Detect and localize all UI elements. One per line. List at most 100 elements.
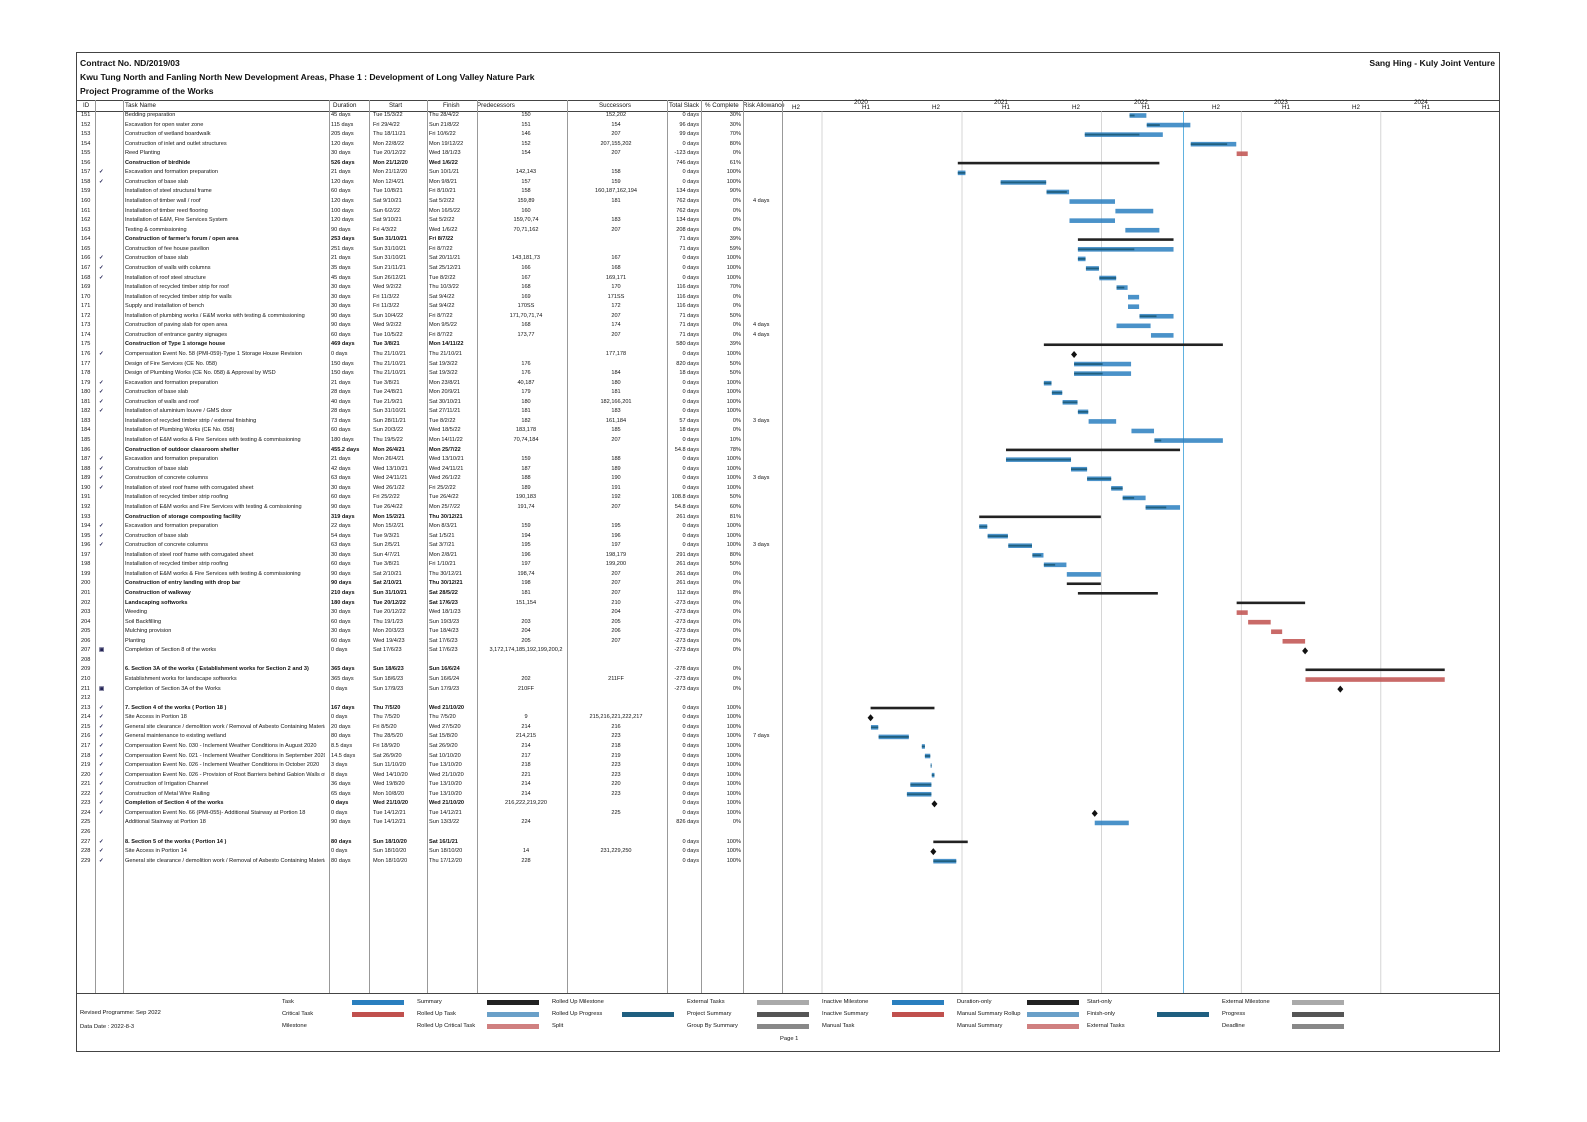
table-row[interactable]: 223 ✓ Completion of Section 4 of the works…	[77, 799, 782, 808]
table-row[interactable]: 190 ✓ Installation of steel roof frame wi…	[77, 484, 782, 493]
table-row[interactable]: 214 ✓ Site Access in Portion 18 0 days Thu …	[77, 713, 782, 722]
table-row[interactable]: 205 Mulching provision 30 days Mon 20/3/23…	[77, 627, 782, 636]
cell-fin: Tue 26/4/22	[429, 494, 459, 501]
col-start[interactable]: Start	[389, 102, 403, 109]
table-row[interactable]: 167 ✓ Construction of walls with columns 3…	[77, 264, 782, 273]
table-row[interactable]: 183 Installation of recycled timber stri…	[77, 417, 782, 426]
table-row[interactable]: 209 6. Section 3A of the works ( Establis…	[77, 665, 782, 674]
table-row[interactable]: 160 Installation of timber wall / roof 12…	[77, 197, 782, 206]
table-row[interactable]: 176 ✓ Compensation Event No. 58 (PMI-059)…	[77, 350, 782, 359]
cell-name: Installation of aluminium louvre / GMS d…	[125, 408, 232, 415]
table-row[interactable]: 212	[77, 694, 782, 703]
table-row[interactable]: 161 Installation of timber reed flooring…	[77, 207, 782, 216]
table-row[interactable]: 168 ✓ Installation of roof steel structur…	[77, 274, 782, 283]
table-row[interactable]: 185 Installation of E&M works & Fire Ser…	[77, 436, 782, 445]
table-row[interactable]: 172 Installation of plumbing works / E&M…	[77, 312, 782, 321]
table-row[interactable]: 175 Construction of Type 1 storage house 4…	[77, 340, 782, 349]
table-row[interactable]: 188 ✓ Construction of base slab 42 days Wed…	[77, 465, 782, 474]
table-row[interactable]: 189 ✓ Construction of concrete columns 63 …	[77, 474, 782, 483]
table-row[interactable]: 202 Landscaping softworks 180 days Tue 20/1…	[77, 599, 782, 608]
table-row[interactable]: 210 Establishment works for landscape so…	[77, 675, 782, 684]
col-id[interactable]: ID	[83, 102, 90, 109]
table-row[interactable]: 154 Construction of inlet and outlet str…	[77, 140, 782, 149]
table-row[interactable]: 196 ✓ Construction of concrete columns 63 …	[77, 541, 782, 550]
table-row[interactable]: 220 ✓ Compensation Event No. 026 - Provis…	[77, 771, 782, 780]
table-row[interactable]: 204 Soil Backfilling 60 days Thu 19/1/23 Su…	[77, 618, 782, 627]
col-task-name[interactable]: Task Name	[125, 102, 156, 109]
table-row[interactable]: 182 ✓ Installation of aluminium louvre / …	[77, 407, 782, 416]
table-row[interactable]: 208	[77, 656, 782, 665]
table-row[interactable]: 162 Installation of E&M, Fire Services S…	[77, 216, 782, 225]
col-finish[interactable]: Finish	[443, 102, 460, 109]
table-row[interactable]: 155 Reed Planting 30 days Tue 20/12/22 Wed …	[77, 149, 782, 158]
table-row[interactable]: 193 Construction of storage composting fa…	[77, 513, 782, 522]
table-row[interactable]: 226	[77, 828, 782, 837]
table-row[interactable]: 225 Additional Stairway at Portion 18 90 d…	[77, 818, 782, 827]
table-row[interactable]: 224 ✓ Compensation Event No. 66 (PMI-055)-…	[77, 809, 782, 818]
table-row[interactable]: 165 Construction of fee house pavilion 25…	[77, 245, 782, 254]
col-risk-allowance[interactable]: Risk Allowance	[743, 102, 785, 109]
table-row[interactable]: 192 Installation of E&M works and Fire S…	[77, 503, 782, 512]
table-row[interactable]: 203 Weeding 30 days Tue 20/12/22 Wed 18/1/2…	[77, 608, 782, 617]
cell-fin: Mon 9/8/21	[429, 178, 457, 185]
progress-bar	[979, 525, 988, 528]
cell-fin: Thu 21/10/21	[429, 351, 462, 357]
table-row[interactable]: 194 ✓ Excavation and formation preparatio…	[77, 522, 782, 531]
col-predecessors[interactable]: Predecessors	[477, 102, 515, 109]
table-row[interactable]: 213 ✓ 7. Section 4 of the works ( Portion …	[77, 704, 782, 713]
table-row[interactable]: 215 ✓ General site clearance / demolition…	[77, 723, 782, 732]
cell-dur: 30 days	[331, 293, 351, 300]
col-total-slack[interactable]: Total Slack	[669, 102, 699, 109]
cell-chk: ✓	[99, 264, 104, 271]
table-row[interactable]: 206 Planting 60 days Wed 19/4/23 Sat 17/6/2…	[77, 637, 782, 646]
table-row[interactable]: 170 Installation of recycled timber stri…	[77, 293, 782, 302]
table-row[interactable]: 179 ✓ Excavation and formation preparatio…	[77, 379, 782, 388]
table-row[interactable]: 180 ✓ Construction of base slab 28 days Tue…	[77, 388, 782, 397]
table-row[interactable]: 221 ✓ Construction of Irrigation Channel 3…	[77, 780, 782, 789]
table-row[interactable]: 199 Installation of E&M works & Fire Ser…	[77, 570, 782, 579]
table-row[interactable]: 217 ✓ Compensation Event No. 030 - Inclem…	[77, 742, 782, 751]
table-row[interactable]: 164 Construction of farmer's forum / open…	[77, 235, 782, 244]
table-row[interactable]: 151 Bedding preparation 45 days Tue 15/3/2…	[77, 111, 782, 120]
table-row[interactable]: 158 ✓ Construction of base slab 120 days Mo…	[77, 178, 782, 187]
col-percent-complete[interactable]: % Complete	[705, 102, 739, 109]
table-row[interactable]: 169 Installation of recycled timber stri…	[77, 283, 782, 292]
table-row[interactable]: 198 Installation of recycled timber stri…	[77, 560, 782, 569]
table-row[interactable]: 200 Construction of entry landing with dr…	[77, 579, 782, 588]
table-row[interactable]: 222 ✓ Construction of Metal Wire Railing 6…	[77, 790, 782, 799]
table-row[interactable]: 171 Supply and installation of bench 30 d…	[77, 302, 782, 311]
cell-fin: Sat 27/11/21	[429, 408, 461, 415]
table-row[interactable]: 227 ✓ 8. Section 5 of the works ( Portion …	[77, 838, 782, 847]
table-row[interactable]: 159 Installation of steel structural fra…	[77, 187, 782, 196]
table-row[interactable]: 153 Construction of wetland boardwalk 205…	[77, 130, 782, 139]
table-row[interactable]: 152 Excavation for open water zone 115 da…	[77, 121, 782, 130]
table-row[interactable]: 173 Construction of paving slab for open…	[77, 321, 782, 330]
table-row[interactable]: 174 Construction of entrance gantry sign…	[77, 331, 782, 340]
table-row[interactable]: 187 ✓ Excavation and formation preparatio…	[77, 455, 782, 464]
table-row[interactable]: 197 Installation of steel roof frame wit…	[77, 551, 782, 560]
cell-id: 211	[81, 685, 90, 692]
cell-risk: 7 days	[753, 733, 770, 740]
table-row[interactable]: 195 ✓ Construction of base slab 54 days Tue…	[77, 532, 782, 541]
table-row[interactable]: 163 Testing & commissioning 90 days Fri 4/…	[77, 226, 782, 235]
table-row[interactable]: 218 ✓ Compensation Event No. 021 - Inclem…	[77, 752, 782, 761]
table-row[interactable]: 184 Installation of Plumbing Works (CE N…	[77, 426, 782, 435]
col-successors[interactable]: Successors	[599, 102, 631, 109]
table-row[interactable]: 216 ✓ General maintenance to existing wet…	[77, 732, 782, 741]
table-row[interactable]: 191 Installation of recycled timber stri…	[77, 493, 782, 502]
cell-name: Compensation Event No. 021 - Inclement W…	[125, 752, 325, 759]
table-row[interactable]: 177 Design of Fire Services (CE No. 058)…	[77, 360, 782, 369]
table-row[interactable]: 166 ✓ Construction of base slab 21 days Sun…	[77, 254, 782, 263]
table-row[interactable]: 186 Construction of outdoor classroom she…	[77, 446, 782, 455]
table-row[interactable]: 228 ✓ Site Access in Portion 14 0 days Sun …	[77, 847, 782, 856]
table-row[interactable]: 211 ▣ Completion of Section 3A of the Work…	[77, 685, 782, 694]
table-row[interactable]: 201 Construction of walkway 210 days Sun 31…	[77, 589, 782, 598]
table-row[interactable]: 207 ▣ Completion of Section 8 of the works…	[77, 646, 782, 655]
table-row[interactable]: 156 Construction of birdhide 526 days Mon 2…	[77, 159, 782, 168]
table-row[interactable]: 157 ✓ Excavation and formation preparatio…	[77, 168, 782, 177]
col-duration[interactable]: Duration	[333, 102, 357, 109]
table-row[interactable]: 178 Design of Plumbing Works (CE No. 058…	[77, 369, 782, 378]
table-row[interactable]: 229 ✓ General site clearance / demolition…	[77, 857, 782, 866]
table-row[interactable]: 181 ✓ Construction of walls and roof 40 da…	[77, 398, 782, 407]
table-row[interactable]: 219 ✓ Compensation Event No. 026 - Inclem…	[77, 761, 782, 770]
